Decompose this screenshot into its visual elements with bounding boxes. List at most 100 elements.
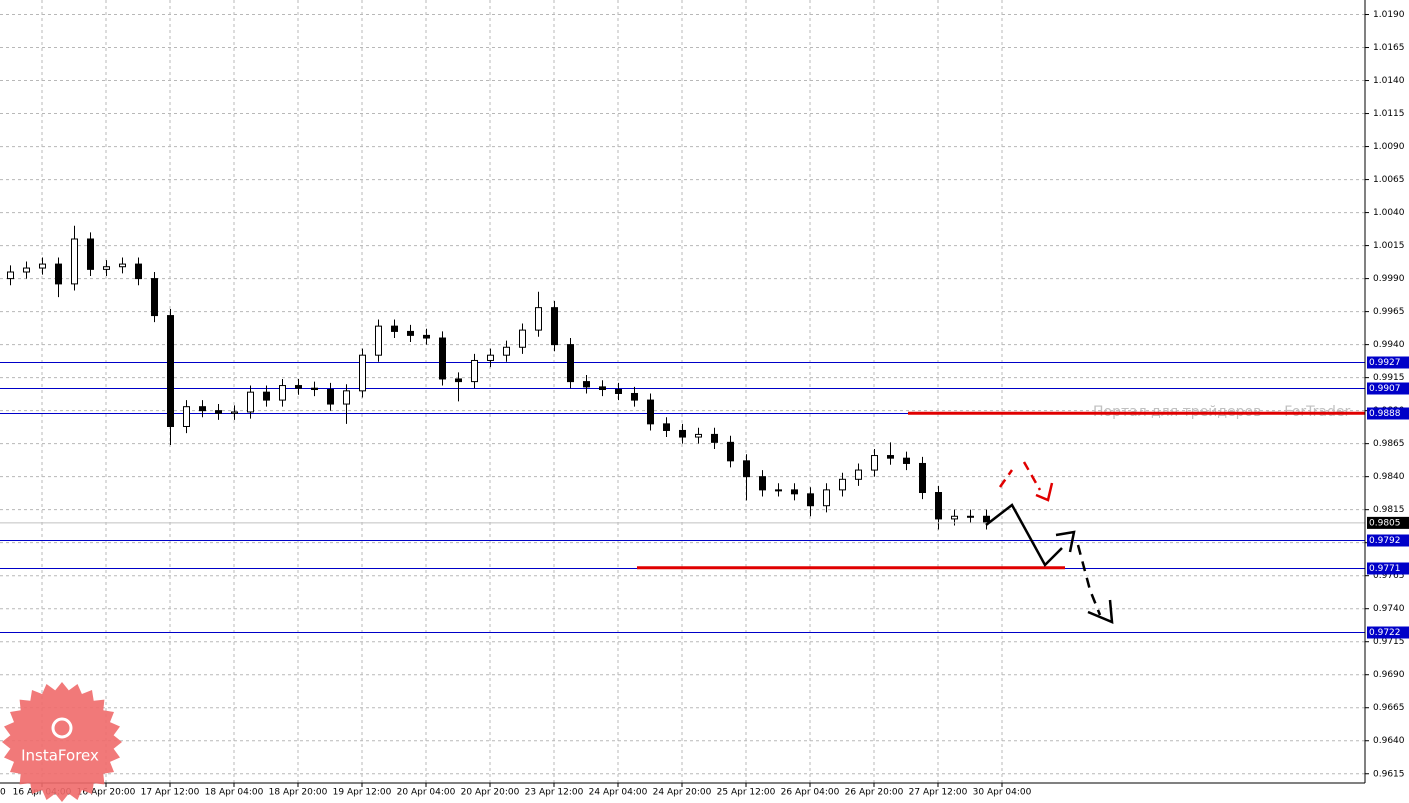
x-tick-label: 26 Apr 04:00 xyxy=(781,788,840,798)
candle-body xyxy=(391,325,398,332)
candle-body xyxy=(775,489,782,492)
candle-body xyxy=(791,489,798,495)
y-tick-label: 0.9990 xyxy=(1373,274,1405,284)
candle-body xyxy=(855,469,862,480)
y-tick-label: 1.0015 xyxy=(1373,241,1405,251)
candle-body xyxy=(103,266,110,270)
level-label-bg xyxy=(1367,407,1409,420)
candle-body xyxy=(519,329,526,348)
candle-body xyxy=(599,386,606,391)
x-tick-label: 18 Apr 04:00 xyxy=(205,788,264,798)
y-tick-label: 0.9865 xyxy=(1373,439,1405,449)
level-label: 0.9771 xyxy=(1369,564,1401,574)
y-tick-label: 1.0040 xyxy=(1373,208,1405,218)
plot-area: Портал для трейдеров — ForTrader xyxy=(0,225,1365,633)
level-label: 0.9927 xyxy=(1369,358,1401,368)
x-tick-label: 20 Apr 20:00 xyxy=(461,788,520,798)
y-tick-label: 0.9740 xyxy=(1373,604,1405,614)
x-tick-label: 18 Apr 20:00 xyxy=(269,788,328,798)
y-tick-label: 1.0115 xyxy=(1373,109,1405,119)
candle-body xyxy=(199,406,206,412)
level-label-bg xyxy=(1367,562,1409,575)
candle-body xyxy=(423,334,430,339)
level-label-bg xyxy=(1367,356,1409,369)
candle-body xyxy=(551,307,558,346)
x-tick-label: 17 Apr 12:00 xyxy=(141,788,200,798)
candle-body xyxy=(295,385,302,389)
candle-body xyxy=(615,389,622,394)
candle-body xyxy=(231,411,238,414)
candle-body xyxy=(375,325,382,356)
y-tick-label: 0.9840 xyxy=(1373,472,1405,482)
x-tick-label: 16 Apr 20:00 xyxy=(77,788,136,798)
y-tick-label: 1.0190 xyxy=(1373,10,1405,20)
x-tick-label: 23 Apr 12:00 xyxy=(525,788,584,798)
candle-body xyxy=(119,263,126,268)
candle-body xyxy=(359,354,366,392)
y-tick-label: 0.9965 xyxy=(1373,307,1405,317)
candle-body xyxy=(487,354,494,361)
level-label: 0.9907 xyxy=(1369,384,1401,394)
candle-body xyxy=(327,389,334,405)
candle-body xyxy=(919,462,926,494)
candle-body xyxy=(7,271,14,280)
candle-body xyxy=(343,390,350,405)
candle-body xyxy=(583,381,590,388)
candle-body xyxy=(23,267,30,273)
current-price-label: 0.9805 xyxy=(1369,518,1401,528)
candle-body xyxy=(823,489,830,507)
x-tick-label: 19 Apr 12:00 xyxy=(333,788,392,798)
candle-body xyxy=(951,515,958,520)
forecast-arrows xyxy=(985,461,1114,624)
candle-body xyxy=(263,391,270,401)
logo-badge xyxy=(2,682,122,802)
candle-body xyxy=(567,344,574,383)
x-tick-label: 0 xyxy=(0,788,6,798)
candle-body xyxy=(903,457,910,464)
x-tick-label: 20 Apr 04:00 xyxy=(397,788,456,798)
level-label: 0.9722 xyxy=(1369,628,1401,638)
candle-body xyxy=(167,315,174,427)
candle-body xyxy=(759,476,766,491)
candle-body xyxy=(647,399,654,425)
y-tick-label: 0.9765 xyxy=(1373,571,1405,581)
candle-body xyxy=(631,392,638,401)
y-tick-label: 1.0090 xyxy=(1373,142,1405,152)
y-tick-label: 0.9915 xyxy=(1373,373,1405,383)
candle-body xyxy=(55,263,62,285)
candle-body xyxy=(663,423,670,431)
candle-body xyxy=(807,493,814,507)
level-label-bg xyxy=(1367,626,1409,639)
y-tick-label: 1.0065 xyxy=(1373,175,1405,185)
candle-body xyxy=(967,515,974,518)
level-label: 0.9888 xyxy=(1369,409,1401,419)
candle-body xyxy=(871,455,878,471)
logo: InstaForex xyxy=(2,682,122,802)
x-tick-label: 26 Apr 20:00 xyxy=(845,788,904,798)
candle-body xyxy=(247,391,254,413)
y-tick-label: 0.9690 xyxy=(1373,670,1405,680)
grid xyxy=(0,0,1365,783)
logo-icon xyxy=(51,717,73,739)
candle-body xyxy=(839,478,846,491)
level-label-bg xyxy=(1367,534,1409,547)
axis-labels: 1.0190 1.0165 1.0140 1.0115 1.0090 1.0065 1.00… xyxy=(0,10,1409,798)
candle-body xyxy=(455,378,462,383)
y-tick-label: 0.9940 xyxy=(1373,340,1405,350)
candle-body xyxy=(935,492,942,520)
price-axis-bg xyxy=(1365,0,1409,803)
x-tick-label: 30 Apr 04:00 xyxy=(973,788,1032,798)
candle-body xyxy=(135,263,142,280)
candle-body xyxy=(39,263,46,269)
candle-body xyxy=(695,433,702,438)
candle-body xyxy=(727,441,734,462)
y-tick-label: 0.9815 xyxy=(1373,505,1405,515)
candle-body xyxy=(71,238,78,285)
y-tick-label: 0.9640 xyxy=(1373,736,1405,746)
x-tick-label: 24 Apr 04:00 xyxy=(589,788,648,798)
x-tick-label: 27 Apr 12:00 xyxy=(909,788,968,798)
y-tick-label: 1.0140 xyxy=(1373,76,1405,86)
level-label: 0.9792 xyxy=(1369,536,1401,546)
logo-text: InstaForex xyxy=(21,747,99,765)
